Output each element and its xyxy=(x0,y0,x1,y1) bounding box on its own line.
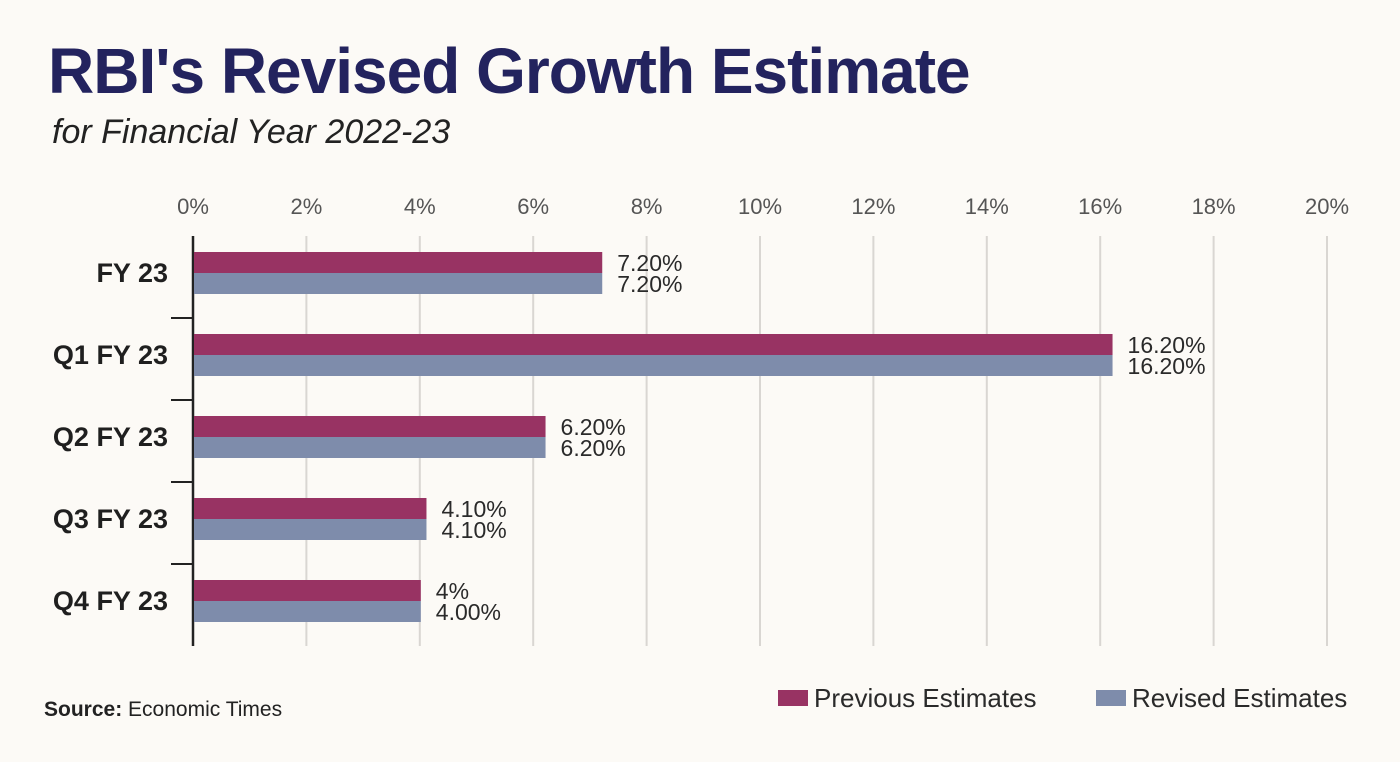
x-tick-label: 4% xyxy=(404,194,436,219)
bar-previous xyxy=(194,416,546,437)
x-tick-label: 20% xyxy=(1305,194,1349,219)
bar-previous xyxy=(194,498,427,519)
legend-swatch-revised xyxy=(1096,690,1126,706)
source-text: Economic Times xyxy=(128,698,283,721)
source-note: Source: Economic Times xyxy=(44,698,282,722)
data-label-revised: 7.20% xyxy=(617,271,682,297)
data-label-previous: 6.20% xyxy=(561,414,626,440)
bar-revised xyxy=(194,355,1113,376)
data-label-revised: 6.20% xyxy=(561,435,626,461)
data-label-revised: 4.10% xyxy=(441,517,506,543)
legend-item-revised: Revised Estimates xyxy=(1096,682,1347,714)
bar-revised xyxy=(194,601,421,622)
x-tick-label: 14% xyxy=(965,194,1009,219)
bar-revised xyxy=(194,437,546,458)
data-label-previous: 16.20% xyxy=(1128,332,1206,358)
chart-title: RBI's Revised Growth Estimate xyxy=(48,35,971,107)
x-tick-label: 8% xyxy=(631,194,663,219)
x-tick-label: 16% xyxy=(1078,194,1122,219)
category-label: Q4 FY 23 xyxy=(53,586,168,616)
data-label-previous: 4.10% xyxy=(441,496,506,522)
legend-item-previous: Previous Estimates xyxy=(778,682,1037,714)
x-tick-label: 2% xyxy=(291,194,323,219)
category-label: Q3 FY 23 xyxy=(53,504,168,534)
bar-previous xyxy=(194,580,421,601)
legend-label-revised: Revised Estimates xyxy=(1132,682,1348,713)
data-label-previous: 7.20% xyxy=(617,250,682,276)
legend-swatch-previous xyxy=(778,690,808,706)
category-label: Q1 FY 23 xyxy=(53,340,168,370)
x-tick-label: 12% xyxy=(851,194,895,219)
bar-revised xyxy=(194,273,603,294)
x-tick-label: 18% xyxy=(1192,194,1236,219)
chart-subtitle: for Financial Year 2022-23 xyxy=(52,113,451,151)
data-label-revised: 4.00% xyxy=(436,599,501,625)
bar-revised xyxy=(194,519,427,540)
data-label-previous: 4% xyxy=(436,578,469,604)
data-label-revised: 16.20% xyxy=(1128,353,1206,379)
category-label: Q2 FY 23 xyxy=(53,422,168,452)
bar-previous xyxy=(194,334,1113,355)
x-tick-label: 0% xyxy=(177,194,209,219)
bar-previous xyxy=(194,252,603,273)
category-label: FY 23 xyxy=(96,258,168,288)
legend-label-previous: Previous Estimates xyxy=(814,682,1037,713)
x-tick-label: 10% xyxy=(738,194,782,219)
x-tick-label: 6% xyxy=(517,194,549,219)
source-prefix: Source: xyxy=(44,698,123,721)
